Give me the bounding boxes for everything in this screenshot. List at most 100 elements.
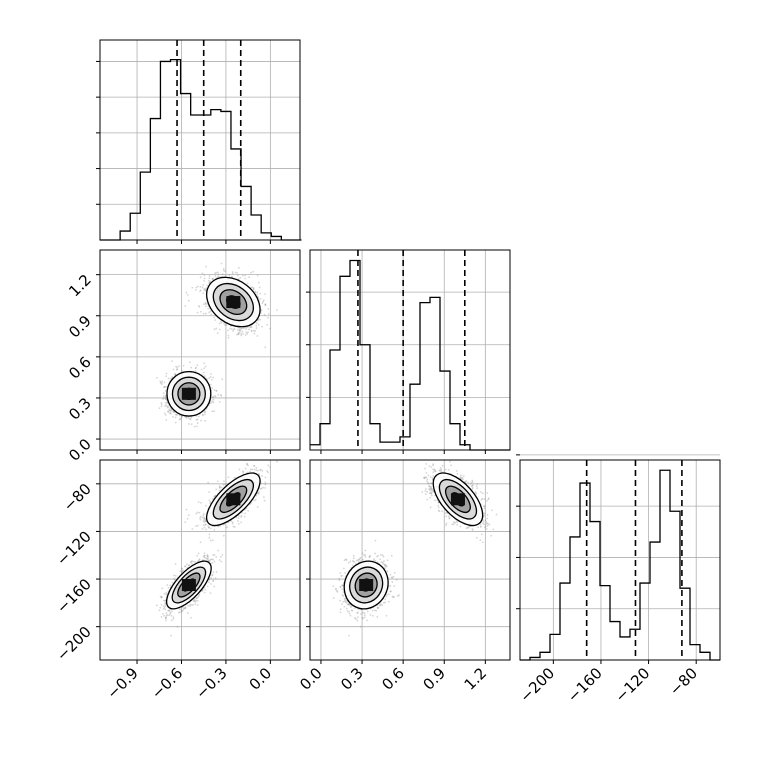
sample-point [204,519,207,522]
sample-point [237,517,240,520]
sample-point [173,578,176,581]
sample-point [237,520,239,522]
sample-point [196,418,199,421]
sample-point [239,276,242,279]
sample-point [165,372,168,375]
sample-point [220,486,223,489]
sample-point [193,600,196,602]
sample-point [261,302,264,305]
sample-point [175,368,178,371]
sample-point [182,364,185,367]
sample-point [212,571,215,574]
sample-point [240,334,243,337]
sample-point [196,511,199,514]
sample-point [164,396,167,399]
sample-point [195,425,198,428]
sample-point [211,387,214,389]
sample-point [160,596,163,599]
sample-point [264,304,267,307]
sample-point [204,523,207,526]
sample-point [212,579,215,582]
sample-point [262,486,264,489]
sample-point [181,570,184,573]
sample-point [170,610,173,613]
sample-point [197,501,200,504]
sample-point [247,464,249,467]
sample-point [202,292,205,295]
sample-point [204,288,207,291]
y-tick-label: 0.9 [65,312,95,342]
sample-point [175,414,178,416]
sample-point [195,525,197,527]
sample-point [207,481,210,484]
sample-point [190,560,193,563]
sample-point [206,585,209,588]
sample-point [209,558,212,561]
sample-point [262,300,264,303]
sample-point [195,597,198,599]
sample-point [163,386,166,389]
sample-point [210,373,212,375]
sample-point [264,483,267,486]
sample-point [178,611,181,614]
sample-point [236,272,239,274]
sample-point [213,410,216,413]
sample-point [214,395,217,398]
sample-point [173,411,176,414]
sample-point [169,412,172,415]
sample-point [206,556,209,558]
sample-point [162,608,165,610]
sample-point [197,596,200,599]
sample-point [180,415,183,418]
sample-point [263,313,266,316]
sample-point [156,604,158,607]
sample-point [210,583,212,585]
sample-point [253,332,256,335]
sample-point [191,562,193,565]
sample-point [209,383,212,386]
sample-point [174,421,177,424]
sample-point [257,492,260,494]
sample-point [231,522,234,525]
sample-point [264,303,267,306]
sample-point [202,303,205,306]
sample-point [163,412,166,415]
sample-point [205,528,207,531]
sample-point [168,409,171,411]
sample-point [166,402,169,404]
sample-point [258,281,260,284]
sample-point [181,609,184,612]
sample-point [182,608,185,611]
sample-point [221,378,224,381]
sample-point [184,606,187,609]
sample-point [204,305,207,308]
sample-point [162,395,165,397]
sample-point [240,516,243,518]
sample-point [260,308,263,311]
sample-point [213,495,216,498]
panel-r1-c0: 0.00.30.60.91.2 [65,249,301,465]
sample-point [264,486,266,489]
sample-point [202,513,205,515]
sample-point [174,373,176,376]
sample-point [165,593,168,596]
sample-point [207,307,210,310]
sample-point [176,625,179,628]
sample-point [232,525,235,528]
sample-point [228,274,231,276]
sample-point [259,297,262,300]
sample-point [211,278,214,280]
sample-point [165,591,168,594]
sample-point [202,555,205,558]
sample-point [223,480,225,483]
sample-point [208,377,211,379]
sample-point [216,332,219,334]
sample-point [165,614,168,617]
sample-point [219,393,222,396]
sample-point [165,419,168,421]
sample-point [266,323,269,326]
sample-point [207,558,209,560]
sample-point [204,419,207,422]
sample-point [227,476,230,479]
sample-point [259,292,261,295]
